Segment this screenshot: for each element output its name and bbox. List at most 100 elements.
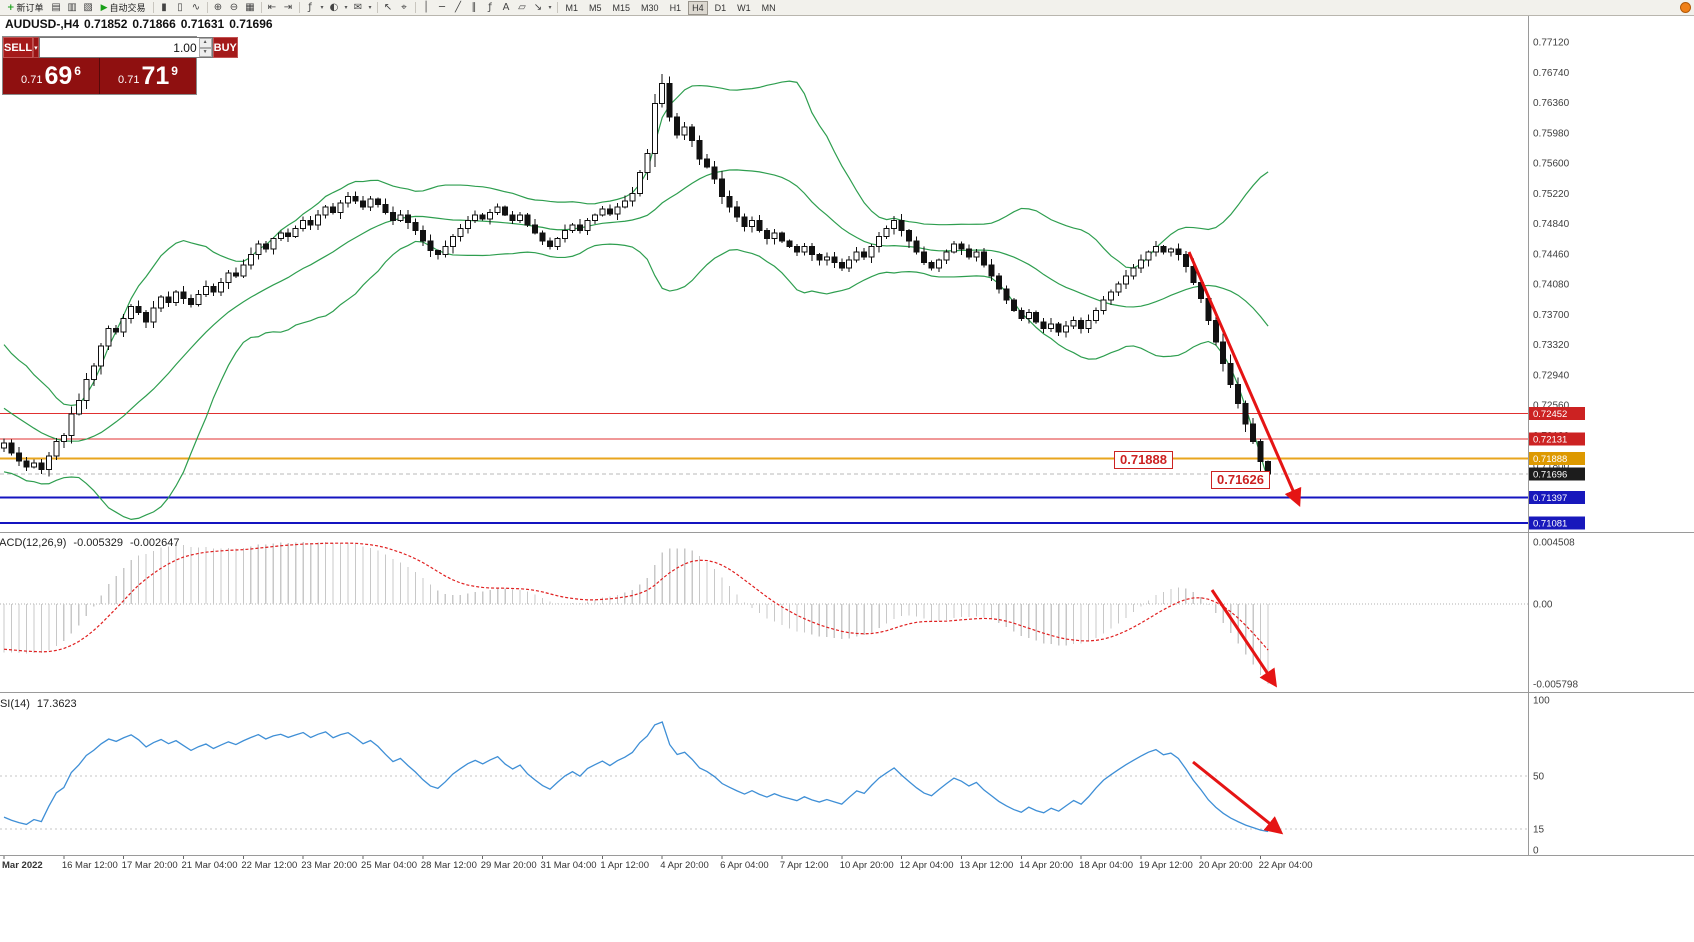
svg-text:22 Mar 12:00: 22 Mar 12:00: [241, 860, 297, 871]
svg-text:0.74460: 0.74460: [1533, 249, 1570, 260]
svg-text:Mar 2022: Mar 2022: [2, 860, 43, 871]
svg-text:0.76360: 0.76360: [1533, 98, 1570, 109]
svg-text:100: 100: [1533, 696, 1550, 707]
buy-price-button[interactable]: 0.71 71 9: [100, 58, 196, 94]
candlestick-chart-type-icon[interactable]: ▯: [177, 2, 183, 13]
chart-shift-icon[interactable]: ⇤: [267, 2, 277, 13]
indicators-icon[interactable]: ƒ: [308, 2, 312, 13]
dropdown-caret-icon[interactable]: ▾: [320, 5, 324, 11]
timeframe-button-d1[interactable]: D1: [714, 2, 727, 13]
macd-indicator-label: MACD(12,26,9) -0.005329 -0.002647: [0, 537, 187, 549]
price-axis-labels: 0.77120 0.76740 0.76360 0.75980 0.75600 0.752…: [1533, 38, 1578, 857]
arrow-objects-icon[interactable]: ↘: [533, 2, 543, 13]
templates-icon[interactable]: ✉: [353, 2, 363, 13]
macd-name: MACD(12,26,9): [0, 537, 67, 549]
svg-text:14 Apr 20:00: 14 Apr 20:00: [1019, 860, 1073, 871]
svg-text:0.75980: 0.75980: [1533, 128, 1570, 139]
vertical-line-icon[interactable]: │: [422, 2, 430, 13]
close-value: 0.71696: [229, 17, 273, 31]
auto-scroll-icon[interactable]: ⇥: [283, 2, 293, 13]
sell-price-button[interactable]: 0.71 69 6: [3, 58, 100, 94]
profiles-icon[interactable]: ▤: [51, 2, 61, 13]
timeframe-button-m15[interactable]: M15: [612, 2, 631, 13]
svg-text:0.72131: 0.72131: [1533, 435, 1567, 446]
sell-price-big: 69: [44, 62, 73, 90]
line-chart-type-icon[interactable]: ∿: [191, 2, 201, 13]
shapes-icon[interactable]: ▱: [518, 2, 526, 13]
svg-text:15: 15: [1533, 825, 1545, 836]
horizontal-level-lines[interactable]: [0, 413, 1528, 524]
zoom-out-icon[interactable]: ⊖: [229, 2, 239, 13]
timeframe-button-h1[interactable]: H1: [669, 2, 682, 13]
toolbar-separator: [206, 2, 208, 13]
toolbar-separator: [414, 2, 416, 13]
trend-arrows[interactable]: [1187, 251, 1302, 835]
price-annotation-71626[interactable]: 0.71626: [1211, 471, 1270, 489]
timeframe-button-m30[interactable]: M30: [641, 2, 659, 13]
toolbar-separator: [152, 2, 154, 13]
market-watch-icon[interactable]: ▧: [83, 2, 93, 13]
svg-text:19 Apr 12:00: 19 Apr 12:00: [1139, 860, 1193, 871]
buy-button[interactable]: BUY: [212, 37, 238, 58]
svg-text:25 Mar 04:00: 25 Mar 04:00: [361, 860, 417, 871]
volume-spinner: ▲ ▼: [198, 38, 212, 57]
rsi-name: RSI(14): [0, 698, 30, 710]
svg-text:0: 0: [1533, 846, 1539, 857]
auto-trading-button[interactable]: ▶ 自动交易: [97, 1, 150, 14]
charts-bar-icon[interactable]: ▥: [67, 2, 77, 13]
new-order-button-label: 新订单: [16, 3, 44, 13]
text-label-icon[interactable]: A: [502, 2, 510, 13]
timeframe-button-h4[interactable]: H4: [688, 0, 708, 15]
timeframe-button-m1[interactable]: M1: [565, 2, 579, 13]
svg-text:-0.005798: -0.005798: [1533, 679, 1578, 690]
toolbar-separator: [376, 2, 378, 13]
cursor-icon[interactable]: ↖: [383, 2, 393, 13]
sell-button[interactable]: SELL: [3, 37, 34, 58]
volume-decrease-button[interactable]: ▼: [198, 47, 212, 57]
alert-status-icon[interactable]: [1680, 2, 1691, 13]
volume-increase-button[interactable]: ▲: [198, 38, 212, 48]
zoom-in-icon[interactable]: ⊕: [213, 2, 223, 13]
svg-text:22 Apr 04:00: 22 Apr 04:00: [1259, 860, 1313, 871]
macd-indicator: [0, 541, 1528, 684]
svg-text:17 Mar 20:00: 17 Mar 20:00: [122, 860, 178, 871]
svg-text:0.004508: 0.004508: [1533, 537, 1575, 548]
rsi-indicator-label: RSI(14) 17.3623: [0, 698, 84, 710]
horizontal-line-icon[interactable]: ─: [438, 2, 446, 13]
fibonacci-icon[interactable]: ƒ: [488, 2, 492, 13]
svg-text:1 Apr 12:00: 1 Apr 12:00: [600, 860, 649, 871]
timeframe-button-mn[interactable]: MN: [761, 2, 776, 13]
candlestick-series: [1, 73, 1272, 480]
svg-text:0.73700: 0.73700: [1533, 310, 1570, 321]
crosshair-icon[interactable]: ⌖: [401, 2, 407, 13]
svg-text:31 Mar 04:00: 31 Mar 04:00: [541, 860, 597, 871]
price-tags: 0.72452 0.72131 0.71888 0.71696 0.71397 0.710…: [1529, 407, 1585, 530]
dropdown-caret-icon[interactable]: ▾: [368, 5, 372, 11]
svg-text:0.74840: 0.74840: [1533, 219, 1570, 230]
svg-text:0.76740: 0.76740: [1533, 68, 1570, 79]
volume-input[interactable]: [39, 38, 199, 57]
tile-windows-icon[interactable]: ▦: [245, 2, 255, 13]
new-order-icon: +: [7, 2, 15, 13]
dropdown-caret-icon[interactable]: ▾: [344, 5, 348, 11]
svg-text:12 Apr 04:00: 12 Apr 04:00: [900, 860, 954, 871]
svg-text:0.71696: 0.71696: [1533, 469, 1567, 480]
dropdown-caret-icon[interactable]: ▾: [548, 5, 552, 11]
rsi-indicator: [0, 721, 1528, 833]
new-order-button[interactable]: + 新订单: [3, 1, 48, 14]
volume-preset-caret-button[interactable]: ▾: [33, 37, 39, 58]
timeframe-button-m5[interactable]: M5: [589, 2, 602, 13]
svg-text:50: 50: [1533, 772, 1545, 783]
equidistant-channel-icon[interactable]: ∥: [471, 2, 477, 13]
svg-text:0.75600: 0.75600: [1533, 159, 1570, 170]
symbol-label: AUDUSD-,H4: [5, 17, 80, 31]
trendline-icon[interactable]: ╱: [454, 2, 462, 13]
bar-chart-type-icon[interactable]: ▮: [161, 2, 167, 13]
periods-icon[interactable]: ◐: [329, 2, 339, 13]
timeframe-button-w1[interactable]: W1: [737, 2, 751, 13]
auto-trading-icon: ▶: [100, 2, 108, 13]
svg-text:20 Apr 20:00: 20 Apr 20:00: [1199, 860, 1253, 871]
price-annotation-71888[interactable]: 0.71888: [1114, 451, 1173, 469]
svg-text:0.75220: 0.75220: [1533, 189, 1570, 200]
